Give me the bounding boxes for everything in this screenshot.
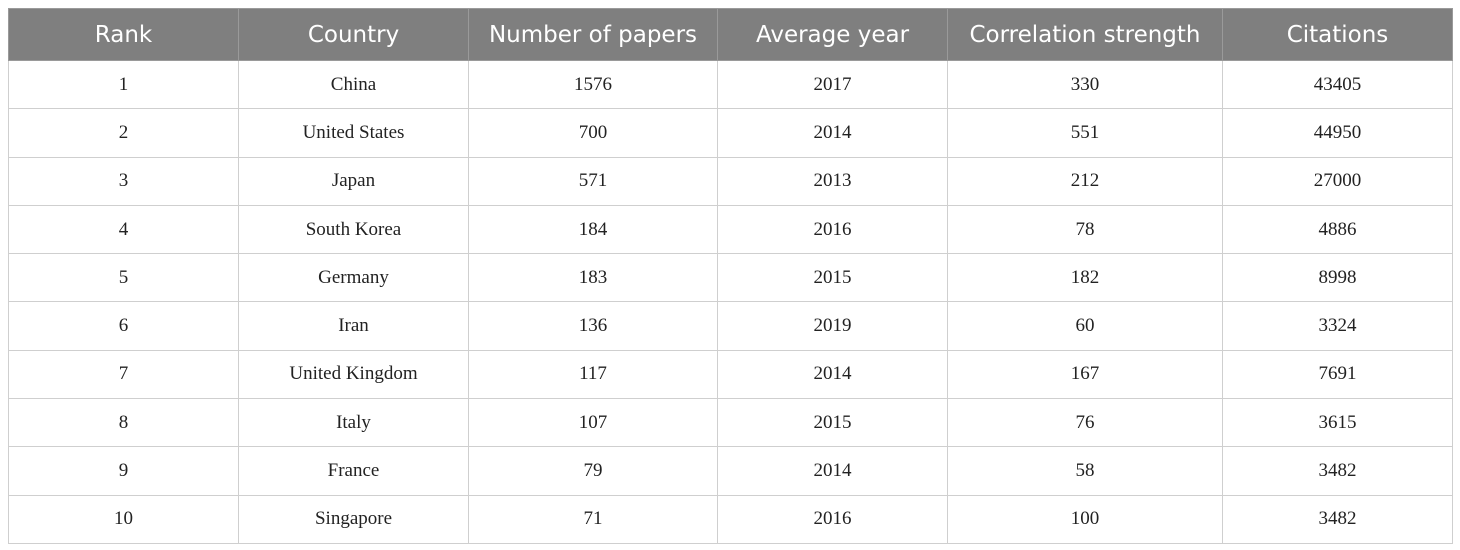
table-cell: 1576 (468, 59, 718, 110)
table-body: 1 China 1576 2017 330 43405 2 United States 700 2… (8, 59, 1453, 544)
table-cell: 4886 (1222, 204, 1453, 255)
table-row: 1 China 1576 2017 330 43405 (8, 59, 1453, 110)
table-cell: Iran (238, 301, 469, 351)
table-cell: 79 (468, 446, 718, 496)
table-cell: 2 (8, 108, 239, 158)
table-cell: 136 (468, 301, 718, 351)
header-cell: Country (238, 8, 469, 61)
table-cell: 2014 (717, 349, 948, 400)
table-cell: 27000 (1222, 156, 1453, 206)
table-cell: United States (238, 108, 469, 158)
table-cell: 2015 (717, 398, 948, 448)
header-cell: Citations (1222, 8, 1453, 61)
table-cell: 7 (8, 349, 239, 400)
table-cell: 2016 (717, 204, 948, 255)
table-cell: 2017 (717, 59, 948, 110)
table-cell: 700 (468, 108, 718, 158)
country-table: Rank Country Number of papers Average year C… (8, 8, 1453, 544)
table-cell: 571 (468, 156, 718, 206)
table-row: 3 Japan 571 2013 212 27000 (8, 156, 1453, 206)
table-cell: 2015 (717, 253, 948, 303)
header-cell: Rank (8, 8, 239, 61)
header-row: Rank Country Number of papers Average year C… (8, 8, 1453, 61)
table-cell: Germany (238, 253, 469, 303)
table-row: 6 Iran 136 2019 60 3324 (8, 301, 1453, 351)
table-cell: 76 (947, 398, 1223, 448)
table-cell: 212 (947, 156, 1223, 206)
table-cell: 5 (8, 253, 239, 303)
table-cell: China (238, 59, 469, 110)
table-cell: 2016 (717, 494, 948, 544)
table-row: 10 Singapore 71 2016 100 3482 (8, 494, 1453, 544)
table-cell: Singapore (238, 494, 469, 544)
header-cell: Number of papers (468, 8, 718, 61)
table-cell: 9 (8, 446, 239, 496)
table-cell: 1 (8, 59, 239, 110)
table-cell: 167 (947, 349, 1223, 400)
table-cell: 44950 (1222, 108, 1453, 158)
table-row: 2 United States 700 2014 551 44950 (8, 108, 1453, 158)
table-cell: 3324 (1222, 301, 1453, 351)
table-row: 9 France 79 2014 58 3482 (8, 446, 1453, 496)
table-header: Rank Country Number of papers Average year C… (8, 8, 1453, 61)
table-cell: 71 (468, 494, 718, 544)
header-cell: Average year (717, 8, 948, 61)
table-cell: 3615 (1222, 398, 1453, 448)
table-cell: Japan (238, 156, 469, 206)
table-cell: 3482 (1222, 446, 1453, 496)
table-cell: 3 (8, 156, 239, 206)
table-cell: 4 (8, 204, 239, 255)
table-cell: 6 (8, 301, 239, 351)
table-cell: 183 (468, 253, 718, 303)
table-cell: 58 (947, 446, 1223, 496)
table-cell: 2014 (717, 446, 948, 496)
table-cell: 7691 (1222, 349, 1453, 400)
table-row: 5 Germany 183 2015 182 8998 (8, 253, 1453, 303)
table-cell: 100 (947, 494, 1223, 544)
table-cell: 2013 (717, 156, 948, 206)
table-cell: 43405 (1222, 59, 1453, 110)
table-cell: 330 (947, 59, 1223, 110)
table-cell: 551 (947, 108, 1223, 158)
table-row: 8 Italy 107 2015 76 3615 (8, 398, 1453, 448)
table-row: 4 South Korea 184 2016 78 4886 (8, 204, 1453, 255)
table-cell: 117 (468, 349, 718, 400)
table-cell: 60 (947, 301, 1223, 351)
header-cell: Correlation strength (947, 8, 1223, 61)
table-cell: United Kingdom (238, 349, 469, 400)
table-cell: South Korea (238, 204, 469, 255)
table-cell: 184 (468, 204, 718, 255)
table-cell: France (238, 446, 469, 496)
table-cell: 2019 (717, 301, 948, 351)
table-cell: 182 (947, 253, 1223, 303)
table-cell: Italy (238, 398, 469, 448)
table-cell: 8 (8, 398, 239, 448)
table-row: 7 United Kingdom 117 2014 167 7691 (8, 349, 1453, 400)
table-cell: 2014 (717, 108, 948, 158)
table-cell: 8998 (1222, 253, 1453, 303)
table-cell: 10 (8, 494, 239, 544)
table-cell: 107 (468, 398, 718, 448)
table-cell: 78 (947, 204, 1223, 255)
table-cell: 3482 (1222, 494, 1453, 544)
